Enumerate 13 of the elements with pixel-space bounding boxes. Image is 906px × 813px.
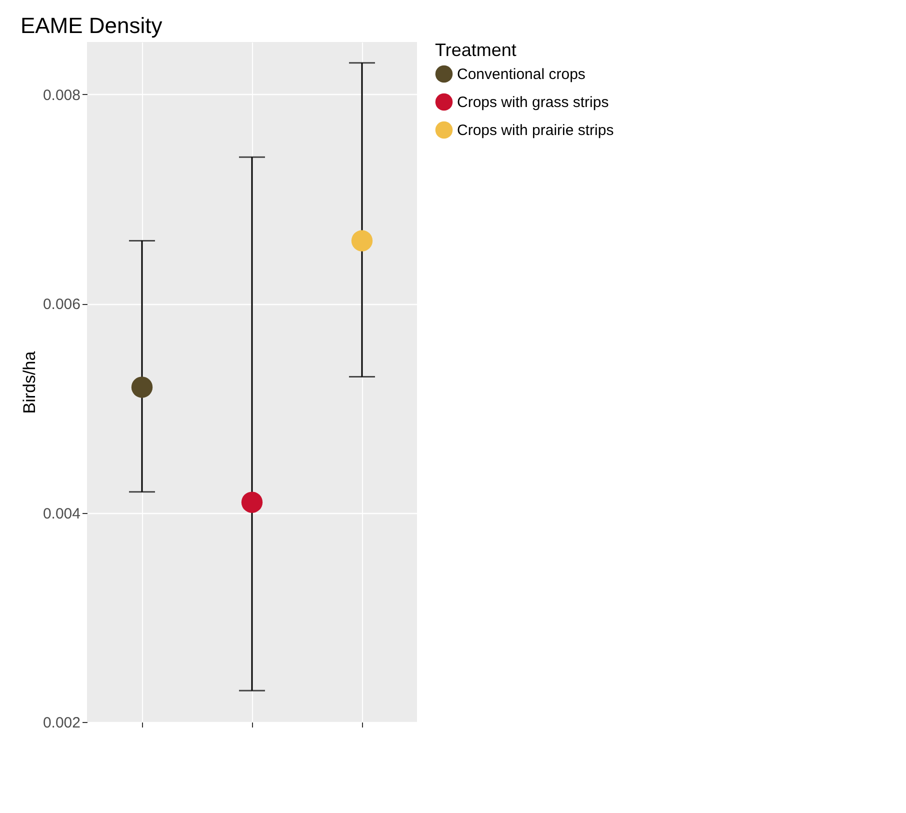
legend-label: Crops with grass strips	[457, 94, 609, 111]
point	[241, 492, 263, 513]
point	[131, 376, 153, 398]
legend-label: Conventional crops	[457, 66, 586, 83]
point	[351, 230, 373, 252]
chart-title: EAME Density	[20, 13, 162, 38]
y-tick-label: 0.006	[42, 296, 80, 314]
y-tick-label: 0.002	[42, 714, 80, 732]
y-axis-title: Birds/ha	[20, 350, 39, 414]
y-tick-label: 0.004	[42, 505, 80, 522]
legend-title: Treatment	[435, 40, 516, 60]
y-tick-label: 0.008	[42, 86, 80, 104]
legend-label: Crops with prairie strips	[457, 122, 614, 139]
